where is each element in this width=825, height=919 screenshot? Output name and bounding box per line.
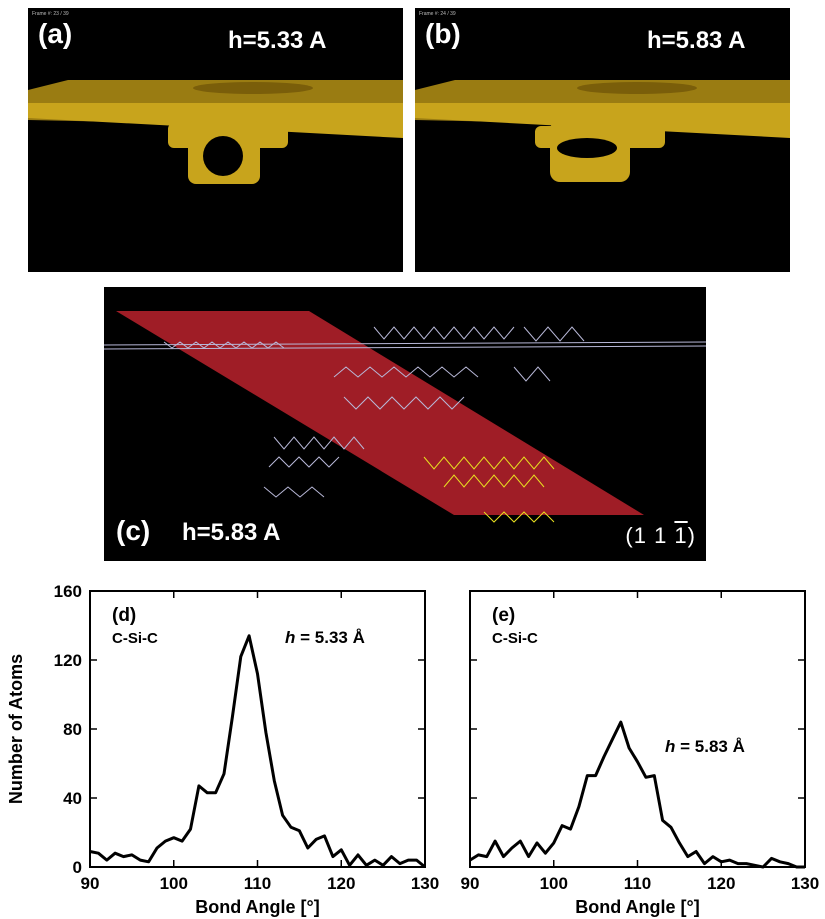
- x-tick-label: 110: [244, 874, 271, 893]
- frame-counter-b: Frame #: 24 / 39: [419, 11, 456, 17]
- simulation-panel-a: Frame #: 23 / 39 (a) h=5.33 A: [28, 8, 403, 272]
- frame-counter-a: Frame #: 23 / 39: [32, 11, 69, 17]
- simulation-panel-c: (c) h=5.83 A (1 1 1): [104, 287, 706, 561]
- x-tick-label: 100: [540, 874, 568, 893]
- bond-angle-charts: 90 100 110 120 130 0 40 80 120 160 (d) C-Si-C h = 5.…: [6, 582, 819, 917]
- y-tick-label: 0: [73, 858, 82, 877]
- series-label: C-Si-C: [112, 630, 158, 647]
- height-value: = 5.83 Å: [675, 737, 744, 756]
- y-tick-label: 160: [54, 582, 82, 601]
- y-tick-label: 120: [54, 651, 82, 670]
- height-symbol: h: [285, 628, 295, 647]
- x-tick-label: 120: [707, 874, 735, 893]
- x-tick-label: 120: [327, 874, 355, 893]
- atom-render-b: [415, 80, 790, 182]
- crystal-plane: [116, 311, 644, 515]
- panel-label-a: (a): [38, 18, 73, 49]
- x-axis-label: Bond Angle [°]: [575, 897, 700, 917]
- atom-render-a: [28, 80, 403, 184]
- panel-label-c: (c): [116, 515, 151, 546]
- series-label: C-Si-C: [492, 630, 538, 647]
- chart-e: 90 100 110 120 130 (e) C-Si-C h = 5.83 Å Bond An…: [461, 590, 819, 917]
- height-label-c: h=5.83 A: [182, 519, 281, 546]
- x-tick-label: 90: [81, 874, 100, 893]
- x-tick-label: 110: [624, 874, 651, 893]
- height-symbol: h: [665, 737, 675, 756]
- plane-index-bar: 1: [674, 523, 688, 548]
- panel-label-b: (b): [425, 18, 461, 49]
- x-tick-label: 130: [411, 874, 439, 893]
- x-tick-label: 100: [160, 874, 188, 893]
- height-annotation: h = 5.33 Å: [285, 628, 365, 647]
- series-line: [89, 634, 426, 869]
- y-tick-label: 40: [63, 789, 82, 808]
- x-tick-label: 130: [791, 874, 819, 893]
- y-axis-label: Number of Atoms: [6, 654, 26, 804]
- plane-index-prefix: (1 1: [625, 523, 675, 548]
- chart-panel-label: (d): [112, 605, 136, 626]
- x-axis-label: Bond Angle [°]: [195, 897, 320, 917]
- height-value: = 5.33 Å: [295, 628, 364, 647]
- series-line: [469, 720, 805, 869]
- bond-render-c: [104, 311, 706, 523]
- plane-index-label: (1 1 1): [625, 523, 696, 549]
- bond-network: [104, 326, 706, 498]
- simulation-panel-b: Frame #: 24 / 39 (b) h=5.83 A: [415, 8, 790, 272]
- x-tick-label: 90: [461, 874, 480, 893]
- highlight-bonds: [423, 456, 555, 523]
- height-label-b: h=5.83 A: [647, 27, 746, 54]
- y-tick-label: 80: [63, 720, 82, 739]
- plane-index-suffix: ): [687, 523, 696, 548]
- height-annotation: h = 5.83 Å: [665, 737, 745, 756]
- chart-d: 90 100 110 120 130 0 40 80 120 160 (d) C-Si-C h = 5.…: [6, 582, 439, 917]
- height-label-a: h=5.33 A: [228, 27, 327, 54]
- chart-panel-label: (e): [492, 605, 515, 626]
